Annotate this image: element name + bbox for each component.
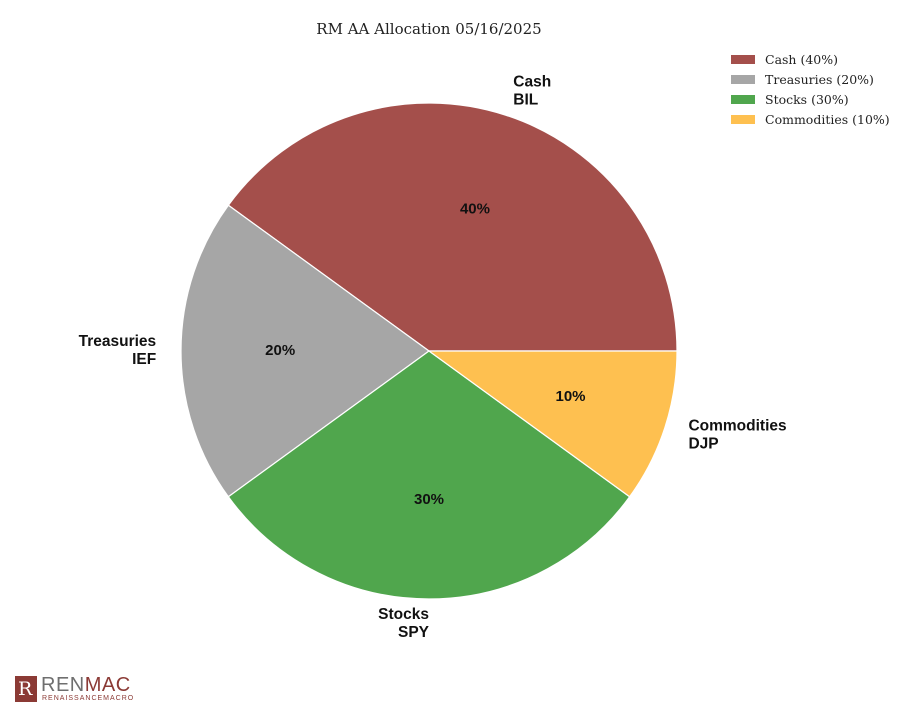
pct-label-commodities: 10% bbox=[556, 388, 586, 405]
outer-label-stocks-name: Stocks bbox=[378, 606, 429, 623]
pct-label-treasuries: 20% bbox=[265, 342, 295, 359]
outer-label-cash-name: Cash bbox=[513, 74, 551, 91]
slice-commodities bbox=[427, 350, 678, 498]
legend-label-stocks: Stocks (30%) bbox=[765, 92, 849, 107]
outer-label-commodities-name: Commodities bbox=[688, 417, 786, 434]
logo-mark-letter: R bbox=[18, 678, 33, 700]
outer-label-commodities-ticker: DJP bbox=[688, 435, 718, 452]
logo-word-part1: REN bbox=[41, 674, 85, 696]
legend-label-commodities: Commodities (10%) bbox=[765, 112, 890, 127]
slice-stocks bbox=[227, 350, 631, 600]
legend-swatch-cash bbox=[731, 55, 755, 64]
slice-cash bbox=[227, 102, 678, 352]
logo-wordmark: RENMAC bbox=[41, 674, 131, 696]
legend-swatch-commodities bbox=[731, 115, 755, 124]
legend-swatch-stocks bbox=[731, 95, 755, 104]
pct-label-stocks: 30% bbox=[414, 491, 444, 508]
legend-label-treasuries: Treasuries (20%) bbox=[765, 72, 874, 87]
outer-label-stocks-ticker: SPY bbox=[398, 624, 430, 641]
legend-swatch-treasuries bbox=[731, 75, 755, 84]
pie-slices bbox=[180, 102, 678, 600]
logo-mark-icon: R bbox=[15, 676, 37, 702]
outer-label-treasuries-ticker: IEF bbox=[132, 351, 156, 368]
logo-word-part2: MAC bbox=[84, 674, 131, 696]
legend: Cash (40%) Treasuries (20%) Stocks (30%) Co… bbox=[731, 52, 890, 127]
outer-label-treasuries-name: Treasuries bbox=[79, 333, 157, 350]
logo-subtitle: RENAISSANCEMACRO bbox=[42, 695, 135, 702]
outer-label-cash-ticker: BIL bbox=[513, 92, 538, 109]
legend-label-cash: Cash (40%) bbox=[765, 52, 838, 67]
slice-treasuries bbox=[180, 204, 431, 498]
chart-title: RM AA Allocation 05/16/2025 bbox=[316, 20, 541, 38]
pct-label-cash: 40% bbox=[460, 200, 490, 217]
renmac-logo: R RENMAC RENAISSANCEMACRO bbox=[15, 674, 145, 704]
